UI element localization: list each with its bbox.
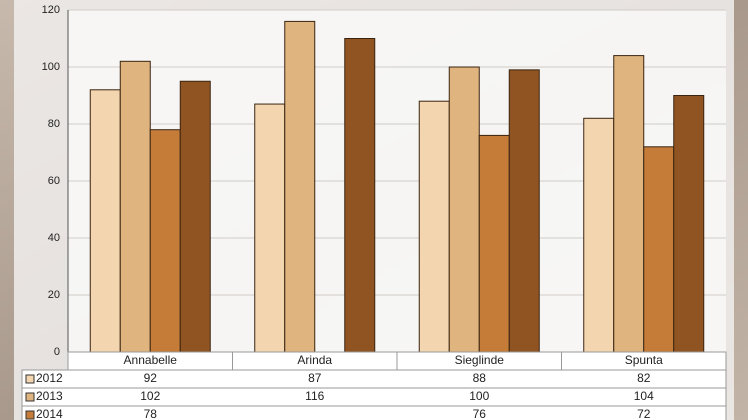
- y-tick-label: 100: [42, 61, 60, 73]
- bar: [613, 55, 645, 353]
- table-value: 72: [637, 407, 651, 420]
- table-value: 78: [144, 407, 158, 420]
- table-value: 87: [308, 371, 322, 385]
- bar: [179, 80, 211, 353]
- y-tick-label: 0: [54, 346, 60, 358]
- x-tick-label: Sieglinde: [455, 353, 505, 367]
- y-tick-label: 80: [48, 118, 60, 130]
- bar: [344, 38, 376, 353]
- legend-swatch: [25, 392, 35, 402]
- x-tick-label: Arinda: [297, 353, 332, 367]
- bar: [583, 117, 615, 353]
- table-value: 102: [140, 389, 160, 403]
- legend-label: 2012: [36, 371, 63, 385]
- legend-label: 2013: [36, 389, 63, 403]
- table-value: 92: [144, 371, 158, 385]
- table-value: 82: [637, 371, 651, 385]
- x-tick-label: Spunta: [625, 353, 663, 367]
- bar: [508, 69, 540, 353]
- bar: [119, 60, 151, 353]
- table-value: 100: [469, 389, 489, 403]
- table-row: [21, 405, 727, 420]
- table-value: 104: [634, 389, 654, 403]
- bar: [448, 66, 480, 353]
- y-tick-label: 20: [48, 289, 60, 301]
- y-tick-label: 120: [42, 4, 60, 16]
- bar: [89, 89, 121, 353]
- table-row: [21, 387, 727, 407]
- table-value: 76: [473, 407, 487, 420]
- legend-swatch: [25, 374, 35, 384]
- legend-label: 2014: [36, 407, 63, 420]
- bar: [478, 134, 510, 353]
- bar: [643, 146, 675, 353]
- x-tick-label: Annabelle: [124, 353, 178, 367]
- table-value: 88: [473, 371, 487, 385]
- y-tick-label: 60: [48, 175, 60, 187]
- bar: [254, 103, 286, 353]
- bar: [418, 100, 450, 353]
- bar: [149, 129, 181, 353]
- table-value: 116: [305, 389, 324, 403]
- legend-swatch: [25, 410, 35, 420]
- bar: [673, 95, 705, 353]
- bar: [284, 20, 316, 353]
- y-tick-label: 40: [48, 232, 60, 244]
- table-row: [21, 369, 727, 389]
